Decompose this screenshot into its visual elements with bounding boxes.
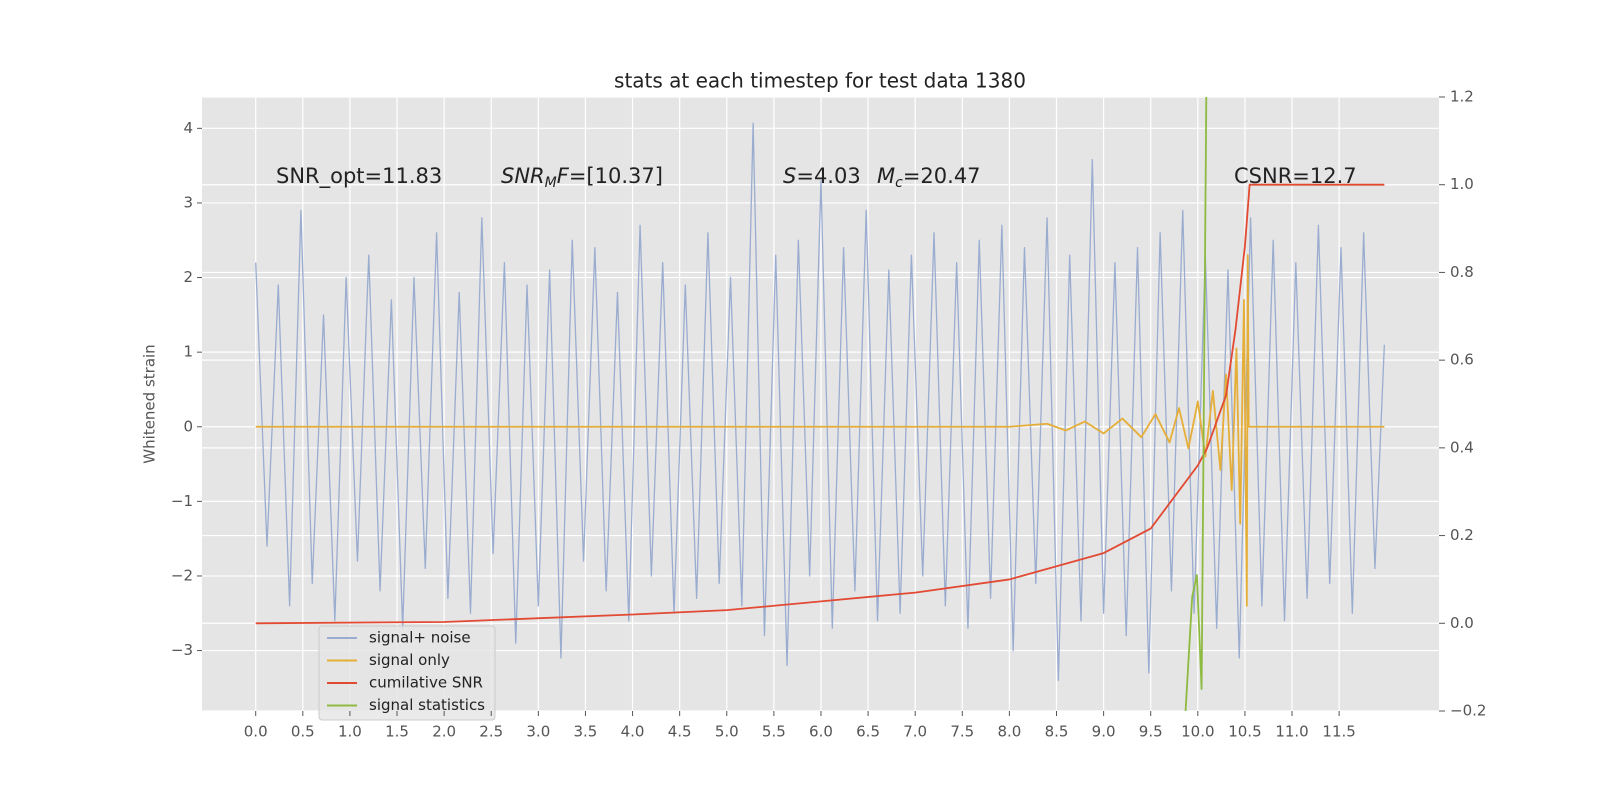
- legend-label: cumilative SNR: [369, 674, 483, 692]
- y-tick-label: 4: [183, 119, 193, 137]
- series-line: [1184, 97, 1208, 711]
- annotation-part: =20.47: [903, 164, 981, 188]
- legend-box: [318, 625, 496, 721]
- y2-tick-label: 0.4: [1450, 438, 1474, 456]
- x-tick-label: 6.5: [856, 723, 880, 741]
- annotation-part: SNR: [501, 164, 545, 188]
- series-line: [255, 183, 1385, 625]
- x-tick-label: 7.0: [903, 723, 927, 741]
- annotation-part: M: [545, 175, 557, 191]
- x-tick-label: 11.0: [1275, 723, 1308, 741]
- x-tick-label: 7.5: [950, 723, 974, 741]
- annotation: SNRMF=[10.37]: [501, 164, 663, 191]
- y-tick-label: 0: [183, 417, 193, 435]
- annotation-part: F: [557, 164, 570, 188]
- y-tick-label: 2: [183, 268, 193, 286]
- annotation-part: =4.03: [796, 164, 860, 188]
- y2-tick-label: 0.6: [1450, 351, 1474, 369]
- x-tick-label: 10.5: [1228, 723, 1261, 741]
- y-tick-label: −3: [171, 641, 193, 659]
- series-line: [255, 254, 1385, 607]
- y2-tick-label: 0.2: [1450, 526, 1474, 544]
- x-tick-label: 5.0: [715, 723, 739, 741]
- x-tick-label: 2.0: [432, 723, 456, 741]
- x-tick-label: 4.0: [621, 723, 645, 741]
- y2-tick-label: 1.2: [1450, 88, 1474, 106]
- y2-tick-label: 0.0: [1450, 614, 1474, 632]
- x-tick-label: 1.5: [385, 723, 409, 741]
- annotation: SNR_opt=11.83: [276, 164, 442, 189]
- x-tick-label: 0.5: [291, 723, 315, 741]
- y-tick-label: 3: [183, 193, 193, 211]
- y2-tick-label: −0.2: [1450, 702, 1486, 720]
- y-tick-label: 1: [183, 343, 193, 361]
- legend-label: signal statistics: [369, 696, 485, 714]
- annotation: CSNR=12.7: [1234, 164, 1357, 188]
- x-tick-label: 3.0: [526, 723, 550, 741]
- x-tick-label: 6.0: [809, 723, 833, 741]
- annotation-part: c: [895, 175, 903, 191]
- annotation-part: SNR_opt=11.83: [276, 164, 442, 189]
- x-tick-label: 0.0: [244, 723, 268, 741]
- legend-label: signal+ noise: [369, 629, 471, 647]
- x-tick-label: 10.0: [1181, 723, 1214, 741]
- annotation-part: =[10.37]: [569, 164, 663, 188]
- series-line: [255, 122, 1386, 682]
- y-tick-label: −1: [171, 492, 193, 510]
- x-tick-label: 8.0: [997, 723, 1021, 741]
- annotation-part: M: [877, 164, 895, 188]
- x-tick-label: 3.5: [574, 723, 598, 741]
- y-tick-label: −2: [171, 566, 193, 584]
- x-tick-label: 11.5: [1322, 723, 1355, 741]
- annotation: Mc=20.47: [877, 164, 981, 191]
- x-tick-label: 2.5: [479, 723, 503, 741]
- y2-tick-label: 0.8: [1450, 263, 1474, 281]
- x-tick-label: 1.0: [338, 723, 362, 741]
- annotation-part: S: [783, 164, 796, 188]
- annotation: S=4.03: [783, 164, 861, 188]
- x-tick-label: 5.5: [762, 723, 786, 741]
- y-axis-label: Whitened strain: [141, 344, 159, 463]
- legend-label: signal only: [369, 651, 450, 669]
- y2-tick-label: 1.0: [1450, 175, 1474, 193]
- annotation-part: CSNR=12.7: [1234, 164, 1357, 188]
- x-tick-label: 8.5: [1045, 723, 1069, 741]
- x-tick-label: 9.0: [1092, 723, 1116, 741]
- x-tick-label: 9.5: [1139, 723, 1163, 741]
- chart-title: stats at each timestep for test data 138…: [614, 69, 1026, 93]
- x-tick-label: 4.5: [668, 723, 692, 741]
